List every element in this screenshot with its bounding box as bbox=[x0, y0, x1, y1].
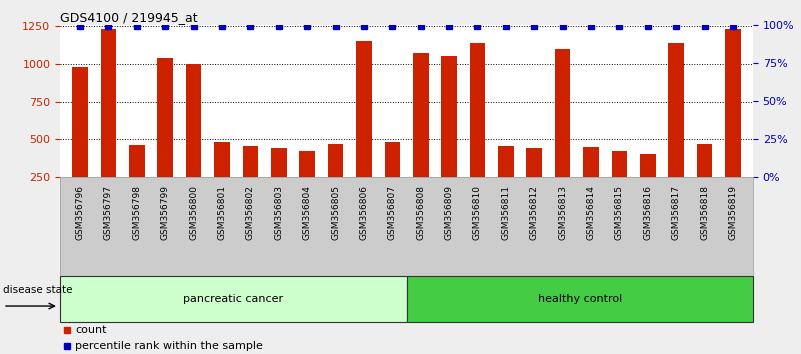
Text: GSM356804: GSM356804 bbox=[303, 185, 312, 240]
Bar bbox=[300, 150, 315, 215]
Text: percentile rank within the sample: percentile rank within the sample bbox=[75, 341, 264, 351]
Text: disease state: disease state bbox=[3, 285, 73, 295]
Text: pancreatic cancer: pancreatic cancer bbox=[183, 294, 284, 304]
Text: GSM356799: GSM356799 bbox=[161, 185, 170, 240]
Bar bbox=[384, 142, 400, 215]
Bar bbox=[72, 67, 88, 215]
Text: GSM356802: GSM356802 bbox=[246, 185, 255, 240]
Text: GSM356797: GSM356797 bbox=[104, 185, 113, 240]
Text: GSM356796: GSM356796 bbox=[75, 185, 84, 240]
Bar bbox=[243, 146, 258, 215]
Text: GSM356800: GSM356800 bbox=[189, 185, 198, 240]
Text: GSM356806: GSM356806 bbox=[360, 185, 368, 240]
Text: GSM356816: GSM356816 bbox=[643, 185, 652, 240]
Bar bbox=[328, 144, 344, 215]
Bar bbox=[697, 144, 712, 215]
Bar bbox=[583, 147, 599, 215]
Text: GSM356817: GSM356817 bbox=[672, 185, 681, 240]
Bar bbox=[157, 58, 173, 215]
Text: GSM356803: GSM356803 bbox=[274, 185, 284, 240]
Bar bbox=[101, 29, 116, 215]
Bar bbox=[271, 148, 287, 215]
Text: GSM356805: GSM356805 bbox=[331, 185, 340, 240]
Bar bbox=[725, 29, 741, 215]
Bar bbox=[469, 43, 485, 215]
Text: GSM356813: GSM356813 bbox=[558, 185, 567, 240]
Bar bbox=[498, 146, 513, 215]
Bar bbox=[60, 276, 406, 322]
Text: GSM356801: GSM356801 bbox=[217, 185, 227, 240]
Bar bbox=[526, 148, 542, 215]
Text: GSM356818: GSM356818 bbox=[700, 185, 709, 240]
Text: GSM356811: GSM356811 bbox=[501, 185, 510, 240]
Bar bbox=[214, 142, 230, 215]
Bar bbox=[640, 154, 656, 215]
Bar bbox=[186, 64, 201, 215]
Text: GSM356814: GSM356814 bbox=[586, 185, 596, 240]
Text: healthy control: healthy control bbox=[537, 294, 622, 304]
Text: count: count bbox=[75, 325, 107, 335]
Text: GSM356815: GSM356815 bbox=[615, 185, 624, 240]
Text: GSM356819: GSM356819 bbox=[729, 185, 738, 240]
Bar bbox=[441, 56, 457, 215]
Bar bbox=[129, 145, 144, 215]
Text: GSM356798: GSM356798 bbox=[132, 185, 141, 240]
Bar bbox=[413, 53, 429, 215]
Text: GSM356808: GSM356808 bbox=[417, 185, 425, 240]
Bar bbox=[356, 41, 372, 215]
Bar bbox=[406, 276, 753, 322]
Text: GDS4100 / 219945_at: GDS4100 / 219945_at bbox=[60, 11, 198, 24]
Text: GSM356812: GSM356812 bbox=[529, 185, 539, 240]
Bar bbox=[555, 49, 570, 215]
Text: GSM356810: GSM356810 bbox=[473, 185, 482, 240]
Bar bbox=[669, 43, 684, 215]
Text: GSM356807: GSM356807 bbox=[388, 185, 396, 240]
Bar bbox=[612, 152, 627, 215]
Text: GSM356809: GSM356809 bbox=[445, 185, 453, 240]
